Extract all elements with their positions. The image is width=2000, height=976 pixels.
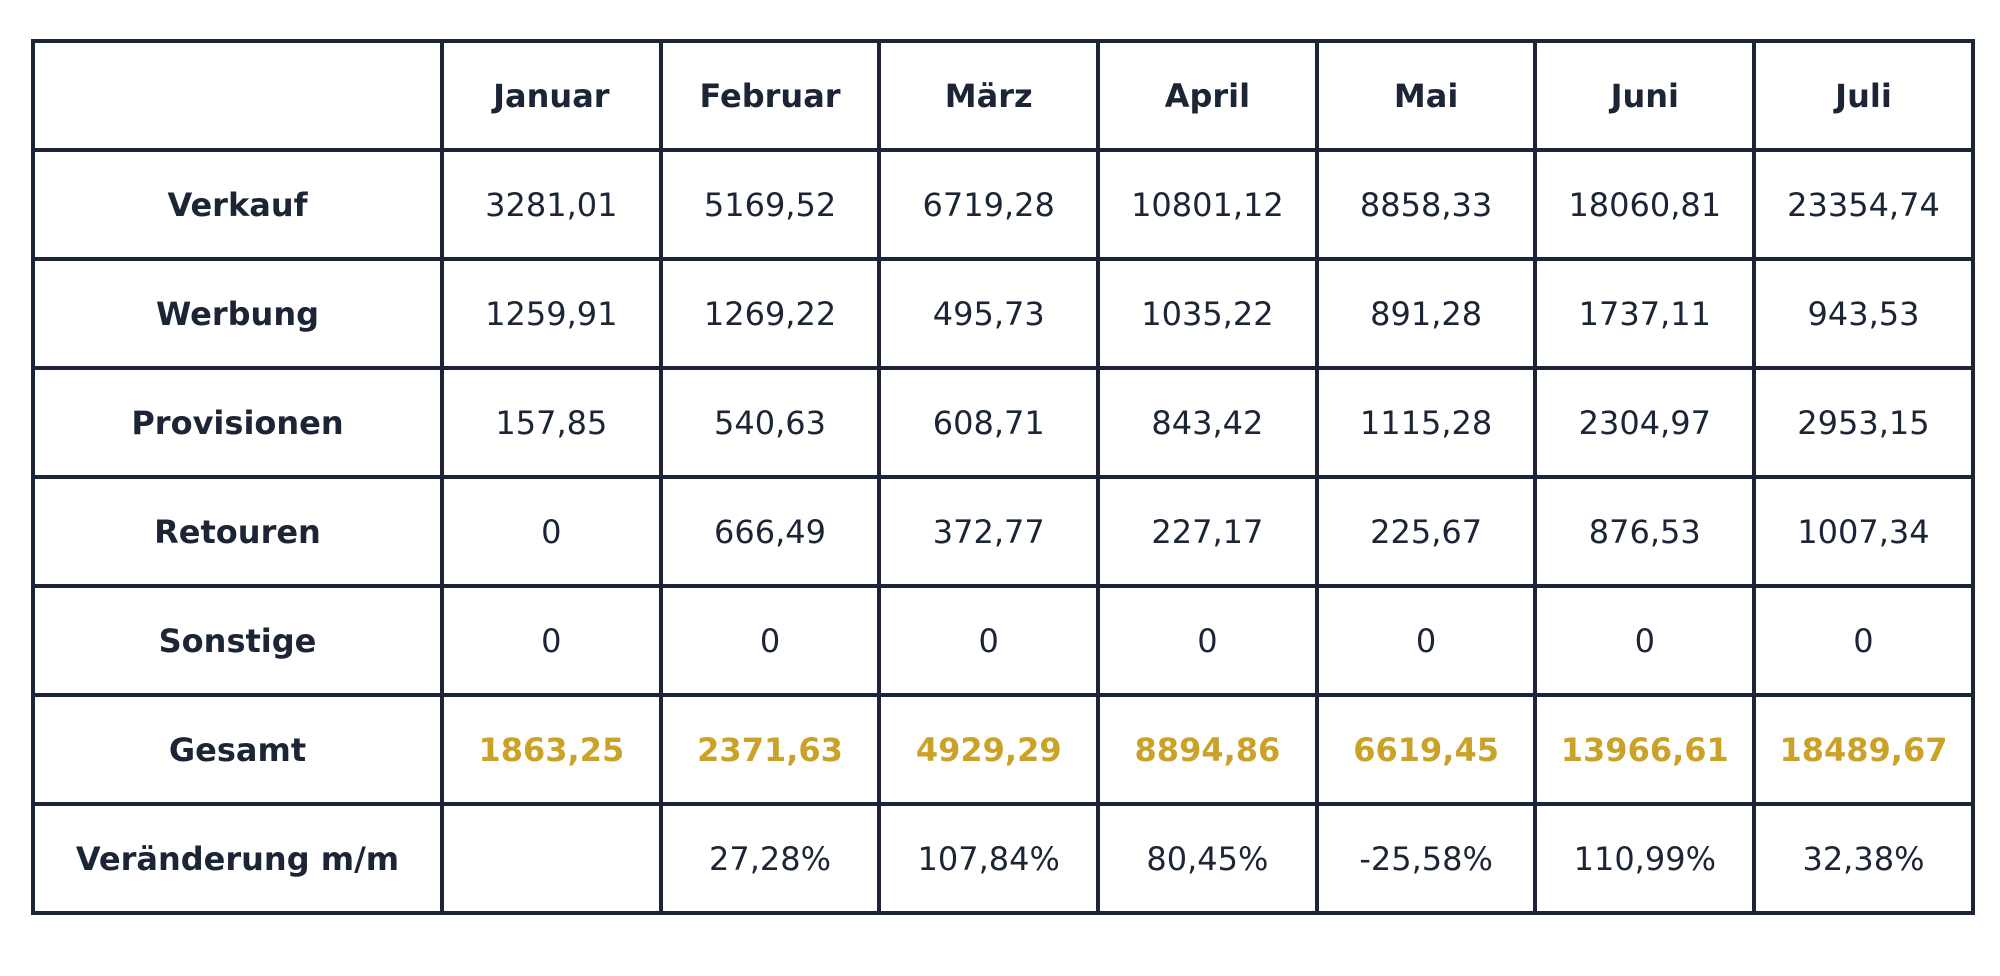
financial-table-container: Januar Februar März April Mai Juni Juli … [31,39,1975,915]
row-label: Verkauf [31,148,444,261]
table-cell: 0 [877,584,1101,697]
table-cell: 891,28 [1314,257,1538,370]
row-label: Gesamt [31,693,444,806]
table-cell: 1007,34 [1752,475,1975,588]
row-label: Provisionen [31,366,444,479]
table-cell: 372,77 [877,475,1101,588]
table-row-verkauf: Verkauf 3281,01 5169,52 6719,28 10801,12… [31,148,1975,261]
total-cell: 6619,45 [1314,693,1538,806]
table-cell: 2953,15 [1752,366,1975,479]
total-cell: 13966,61 [1533,693,1757,806]
header-row: Januar Februar März April Mai Juni Juli [31,39,1975,152]
month-header: April [1096,39,1319,152]
table-cell: 876,53 [1533,475,1757,588]
table-cell: 6719,28 [877,148,1101,261]
table-cell: 943,53 [1752,257,1975,370]
monthly-financial-table: Januar Februar März April Mai Juni Juli … [31,39,1975,915]
corner-cell [31,39,444,152]
table-cell: 225,67 [1314,475,1538,588]
row-label: Sonstige [31,584,444,697]
table-cell: 1035,22 [1096,257,1319,370]
table-row-werbung: Werbung 1259,91 1269,22 495,73 1035,22 8… [31,257,1975,370]
table-cell: 5169,52 [658,148,882,261]
table-cell: 0 [1533,584,1757,697]
table-cell: 1737,11 [1533,257,1757,370]
row-label: Retouren [31,475,444,588]
month-header: Januar [440,39,663,152]
table-row-provisionen: Provisionen 157,85 540,63 608,71 843,42 … [31,366,1975,479]
table-cell: 0 [658,584,882,697]
table-cell: 0 [440,584,663,697]
table-cell: 3281,01 [440,148,663,261]
table-row-sonstige: Sonstige 0 0 0 0 0 0 0 [31,584,1975,697]
total-cell: 18489,67 [1752,693,1975,806]
table-row-gesamt: Gesamt 1863,25 2371,63 4929,29 8894,86 6… [31,693,1975,806]
row-label: Veränderung m/m [31,802,444,915]
row-label: Werbung [31,257,444,370]
month-header: März [877,39,1101,152]
table-row-retouren: Retouren 0 666,49 372,77 227,17 225,67 8… [31,475,1975,588]
table-cell: 2304,97 [1533,366,1757,479]
table-cell: 495,73 [877,257,1101,370]
change-cell: 80,45% [1096,802,1319,915]
table-cell: 1115,28 [1314,366,1538,479]
change-cell: 110,99% [1533,802,1757,915]
table-cell: 1269,22 [658,257,882,370]
table-cell: 843,42 [1096,366,1319,479]
total-cell: 1863,25 [440,693,663,806]
table-cell: 10801,12 [1096,148,1319,261]
total-cell: 2371,63 [658,693,882,806]
table-cell: 608,71 [877,366,1101,479]
change-cell: 32,38% [1752,802,1975,915]
month-header: Juni [1533,39,1757,152]
table-cell: 18060,81 [1533,148,1757,261]
table-cell: 0 [440,475,663,588]
table-cell: 0 [1752,584,1975,697]
table-cell: 0 [1096,584,1319,697]
change-cell: 107,84% [877,802,1101,915]
table-cell: 8858,33 [1314,148,1538,261]
change-cell: -25,58% [1314,802,1538,915]
month-header: Juli [1752,39,1975,152]
table-cell: 157,85 [440,366,663,479]
table-cell: 666,49 [658,475,882,588]
total-cell: 4929,29 [877,693,1101,806]
table-cell: 1259,91 [440,257,663,370]
table-cell: 540,63 [658,366,882,479]
table-cell: 227,17 [1096,475,1319,588]
table-cell: 0 [1314,584,1538,697]
month-header: Mai [1314,39,1538,152]
total-cell: 8894,86 [1096,693,1319,806]
table-row-veraenderung: Veränderung m/m 27,28% 107,84% 80,45% -2… [31,802,1975,915]
table-cell: 23354,74 [1752,148,1975,261]
change-cell: 27,28% [658,802,882,915]
change-cell [440,802,663,915]
month-header: Februar [658,39,882,152]
